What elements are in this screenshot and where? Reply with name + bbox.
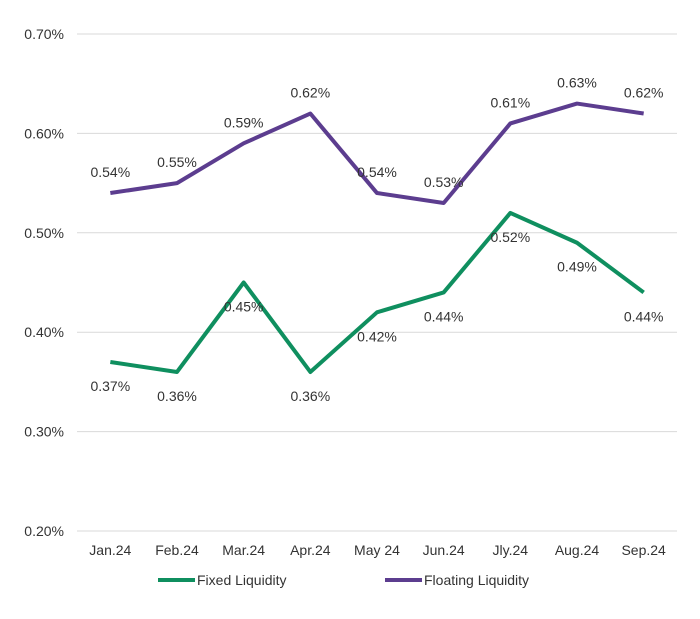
- y-tick-label: 0.60%: [24, 125, 64, 141]
- x-tick-label: Jly.24: [493, 542, 529, 558]
- data-label: 0.36%: [290, 388, 330, 404]
- series-line-floating: [110, 101, 644, 205]
- data-label: 0.55%: [157, 154, 197, 170]
- x-tick-label: Mar.24: [222, 542, 265, 558]
- y-tick-label: 0.30%: [24, 424, 64, 440]
- x-tick-label: Aug.24: [555, 542, 600, 558]
- y-tick-label: 0.70%: [24, 26, 64, 42]
- y-tick-label: 0.50%: [24, 225, 64, 241]
- x-tick-label: Jan.24: [89, 542, 131, 558]
- data-label: 0.54%: [357, 164, 397, 180]
- data-label: 0.42%: [357, 328, 397, 344]
- data-label: 0.53%: [424, 174, 464, 190]
- data-label: 0.59%: [224, 114, 264, 130]
- x-tick-label: Feb.24: [155, 542, 199, 558]
- data-label: 0.63%: [557, 75, 597, 91]
- x-tick-label: Apr.24: [290, 542, 331, 558]
- legend-label: Fixed Liquidity: [197, 572, 287, 588]
- data-label: 0.49%: [557, 259, 597, 275]
- data-label: 0.36%: [157, 388, 197, 404]
- data-label: 0.44%: [424, 308, 464, 324]
- data-label: 0.61%: [490, 94, 530, 110]
- data-label: 0.37%: [90, 378, 130, 394]
- data-label: 0.62%: [290, 85, 330, 101]
- x-tick-label: May 24: [354, 542, 400, 558]
- data-label: 0.45%: [224, 299, 264, 315]
- data-label: 0.62%: [624, 85, 664, 101]
- legend-label: Floating Liquidity: [424, 572, 529, 588]
- x-tick-label: Sep.24: [621, 542, 666, 558]
- series-line-fixed: [110, 210, 645, 374]
- data-label: 0.52%: [490, 229, 530, 245]
- y-tick-label: 0.40%: [24, 324, 64, 340]
- y-tick-label: 0.20%: [24, 523, 64, 539]
- data-label: 0.54%: [90, 164, 130, 180]
- data-label: 0.44%: [624, 308, 664, 324]
- x-tick-label: Jun.24: [423, 542, 465, 558]
